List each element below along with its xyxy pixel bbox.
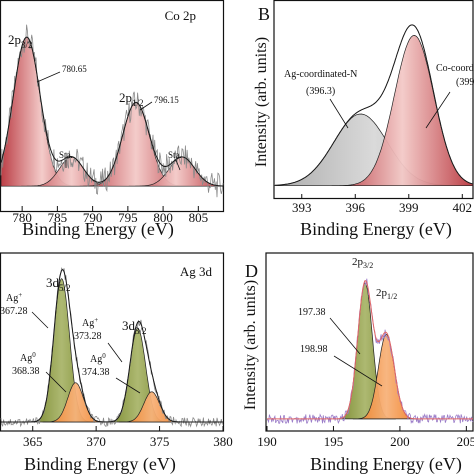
panel-c-annotation-374: 374.38 <box>82 367 110 378</box>
panel-a-plot <box>0 24 224 198</box>
panel-d-annotation-197: 197.38 <box>298 307 326 318</box>
panel-c-raw-spectrum <box>0 267 224 428</box>
panel-a-x-tick-label: 800 <box>153 210 173 225</box>
panel-a-raw-spectrum <box>0 24 224 198</box>
panel-d-y-axis-label: Intensity (arb. units) <box>242 280 259 410</box>
panel-d-frame <box>265 252 474 432</box>
panel-b-x-tick-label: 396 <box>346 200 366 215</box>
panel-a-annotation-796: 796.15 <box>154 95 179 105</box>
panel-c-annotation-373: 373.28 <box>74 331 102 342</box>
panel-d-x-axis-label: Binding Energy (eV) <box>310 454 462 474</box>
panel-a-annotation-sta-1: Sta. <box>59 150 73 160</box>
panel-d-peak-label-2p32: 2p3/2 <box>352 256 373 270</box>
panel-b-leader-399 <box>425 91 451 129</box>
panel-d-peak-label-2p12: 2p1/2 <box>376 287 397 301</box>
panel-b-frame <box>273 0 474 200</box>
panel-a-frame <box>0 0 225 213</box>
panel-c-peak-label-3d32: 3d3/2 <box>122 318 147 336</box>
panel-b-x-axis-label: Binding Energy (eV) <box>300 219 452 240</box>
panel-c-x-axis-label: Binding Energy (eV) <box>24 454 176 474</box>
panel-c-annotation-368: 368.38 <box>12 366 40 377</box>
panel-a-x-tick-label: 785 <box>48 210 68 225</box>
panel-d-leader-197 <box>329 317 361 355</box>
panel-a-x-tick-label: 795 <box>118 210 138 225</box>
panel-c-annotation-367: 367.28 <box>0 306 28 317</box>
panel-b-fit-envelope <box>275 24 474 186</box>
panel-b-x-tick-label: 393 <box>292 200 312 215</box>
panel-c-fit-envelope <box>1 268 223 423</box>
panel-a-x-tick-label: 805 <box>189 210 209 225</box>
panel-a-fit-envelope <box>0 36 223 187</box>
panel-d-annotation-198: 198.98 <box>300 344 328 355</box>
panel-a-x-tick-label: 790 <box>83 210 103 225</box>
panel-d-x-ticks: 190 195 200 205 <box>257 426 474 449</box>
panel-a-x-tick-label: 780 <box>12 210 32 225</box>
panel-c-x-tick-label: 375 <box>150 434 170 449</box>
panel-c-x-ticks: 365 370 375 380 <box>23 426 233 449</box>
panel-b-label-co-n: Co-coordinated-N <box>436 63 474 74</box>
panel-d-x-tick-label: 200 <box>390 434 410 449</box>
panel-b-x-tick-label: 402 <box>453 200 473 215</box>
panel-d: D Intensity (arb. units) Binding Energy … <box>242 252 474 474</box>
panel-c-x-tick-label: 365 <box>23 434 43 449</box>
panel-c-leader-374 <box>115 377 141 394</box>
panel-b-x-tick-label: 399 <box>399 200 419 215</box>
panel-c-peak-label-3d52: 3d5/2 <box>46 275 71 293</box>
panel-b-y-axis-label: Intensity (arb. units) <box>253 37 270 167</box>
panel-a: Co 2p Binding Energy (eV) 780 785 790 795 80… <box>0 0 225 240</box>
panel-a-peak-label-2p12: 2p1/2 <box>119 90 144 108</box>
panel-c-label-ag-plus-2: Ag+ <box>82 316 98 329</box>
panel-b-plot <box>274 24 474 187</box>
panel-b-letter: B <box>258 4 270 24</box>
panel-d-x-tick-label: 205 <box>457 434 474 449</box>
panel-b-x-ticks: 393 396 399 402 <box>292 194 472 215</box>
panel-c-leader-373 <box>107 342 123 363</box>
panel-d-letter: D <box>245 261 258 281</box>
panel-d-fit-envelope <box>267 279 473 420</box>
panel-a-annotation-sta-2: Sta. <box>168 150 182 160</box>
panel-c-element-label: Ag 3d <box>180 264 213 279</box>
panel-d-x-tick-label: 195 <box>324 434 344 449</box>
panel-c-label-ag-plus-1: Ag+ <box>6 291 22 304</box>
panel-c-label-ag0-2: Ag0 <box>90 352 106 365</box>
panel-a-x-axis-label: Binding Energy (eV) <box>22 219 174 240</box>
panel-b-annotation-399: (399 <box>456 77 474 88</box>
panel-b-leader-396 <box>329 98 349 129</box>
panel-c-x-tick-label: 370 <box>86 434 106 449</box>
panel-c-leader-368 <box>45 371 67 393</box>
panel-c-frame <box>0 252 225 432</box>
panel-c-leader-367 <box>31 311 49 329</box>
panel-c-x-tick-label: 380 <box>213 434 233 449</box>
panel-a-leader-sta-2 <box>175 159 181 171</box>
panel-a-leader-796 <box>139 101 153 111</box>
panel-b: B Intensity (arb. units) Binding Energy … <box>253 0 474 240</box>
panel-b-annotation-396: (396.3) <box>306 86 335 97</box>
panel-a-x-ticks: 780 785 790 795 800 805 <box>12 206 208 225</box>
panel-d-plot <box>266 278 474 425</box>
panel-b-label-ag-n: Ag-coordinated-N <box>284 69 357 80</box>
panel-c-label-ag0-1: Ag0 <box>20 351 36 364</box>
panel-a-leader-780 <box>36 71 61 83</box>
panel-c: Ag 3d Binding Energy (eV) 365 370 375 380 <box>0 252 233 474</box>
panel-a-peak-label-2p32: 2p3/2 <box>8 32 33 50</box>
panel-b-annotations: Ag-coordinated-N (396.3) Co-coordinated-… <box>284 63 474 129</box>
panel-c-plot <box>0 267 224 428</box>
panel-d-x-tick-label: 190 <box>257 434 277 449</box>
panel-d-leader-198 <box>333 355 383 387</box>
panel-a-element-label: Co 2p <box>165 8 196 23</box>
panel-a-annotation-780: 780.65 <box>62 64 87 74</box>
